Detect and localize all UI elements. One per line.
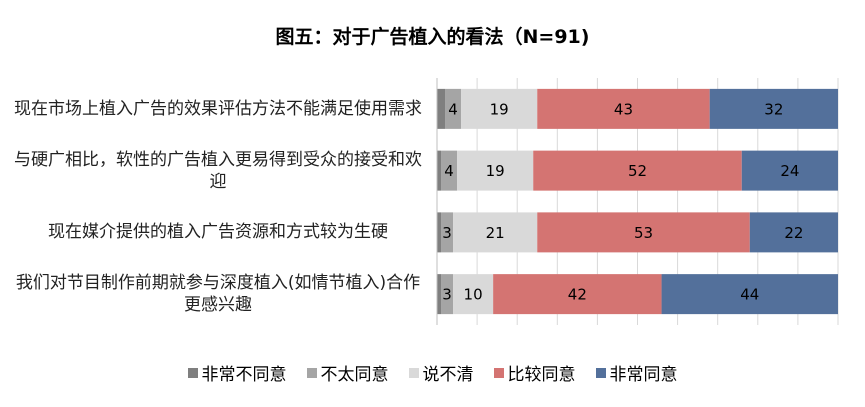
legend-label: 说不清 <box>422 365 474 385</box>
category-label: 我们对节目制作前期就参与深度植入(如情节植入)合作更感兴趣 <box>15 273 421 316</box>
bar-segment <box>749 212 838 253</box>
legend-label: 比较同意 <box>507 365 576 385</box>
bar-segment <box>437 150 442 191</box>
bar-segment <box>441 150 458 191</box>
legend: 非常不同意 不太同意 说不清 比较同意 非常同意 <box>0 360 865 385</box>
legend-item: 比较同意 <box>493 360 576 385</box>
legend-item: 不太同意 <box>306 360 389 385</box>
bar-segment <box>493 274 662 315</box>
bar-segment <box>445 88 462 129</box>
data-label: 3 <box>442 286 452 304</box>
data-label: 22 <box>784 224 803 242</box>
legend-label: 非常同意 <box>609 365 678 385</box>
bar-segment <box>453 212 538 253</box>
legend-item: 说不清 <box>408 360 474 385</box>
data-label: 42 <box>568 286 587 304</box>
legend-swatch <box>595 367 606 378</box>
data-label: 44 <box>740 286 759 304</box>
bar-segment <box>533 150 742 191</box>
bar-segment <box>453 274 494 315</box>
legend-item: 非常同意 <box>595 360 678 385</box>
legend-item: 非常不同意 <box>187 360 287 385</box>
chart-title: 图五：对于广告植入的看法（N=91) <box>275 26 590 48</box>
data-label: 19 <box>490 100 509 118</box>
bar-segment <box>437 274 442 315</box>
data-label: 19 <box>486 162 505 180</box>
data-label: 52 <box>628 162 647 180</box>
data-label: 24 <box>780 162 799 180</box>
category-label: 与硬广相比，软性的广告植入更易得到受众的接受和欢迎 <box>14 149 422 192</box>
data-label: 53 <box>634 224 653 242</box>
legend-swatch <box>306 367 317 378</box>
data-label: 10 <box>464 286 483 304</box>
legend-label: 不太同意 <box>320 365 389 385</box>
data-label: 4 <box>448 100 458 118</box>
legend-label: 非常不同意 <box>201 365 287 385</box>
data-label: 4 <box>444 162 454 180</box>
bar-segment <box>461 88 538 129</box>
bar-segment <box>437 88 446 129</box>
legend-swatch <box>187 367 198 378</box>
bar-segment <box>437 212 442 253</box>
bar-segment <box>441 212 454 253</box>
bar-segment <box>441 274 454 315</box>
bar-segment <box>709 88 838 129</box>
bar-segment <box>537 212 750 253</box>
bar-segment <box>537 88 710 129</box>
bar-segment <box>457 150 534 191</box>
legend-swatch <box>493 367 504 378</box>
data-label: 32 <box>764 100 783 118</box>
data-label: 43 <box>614 100 633 118</box>
legend-swatch <box>408 367 419 378</box>
bar-segment <box>661 274 838 315</box>
category-label: 现在市场上植入广告的效果评估方法不能满足使用需求 <box>14 98 422 119</box>
bar-segment <box>741 150 838 191</box>
data-label: 3 <box>442 224 452 242</box>
category-label: 现在媒介提供的植入广告资源和方式较为生硬 <box>48 222 388 243</box>
data-label: 21 <box>486 224 505 242</box>
